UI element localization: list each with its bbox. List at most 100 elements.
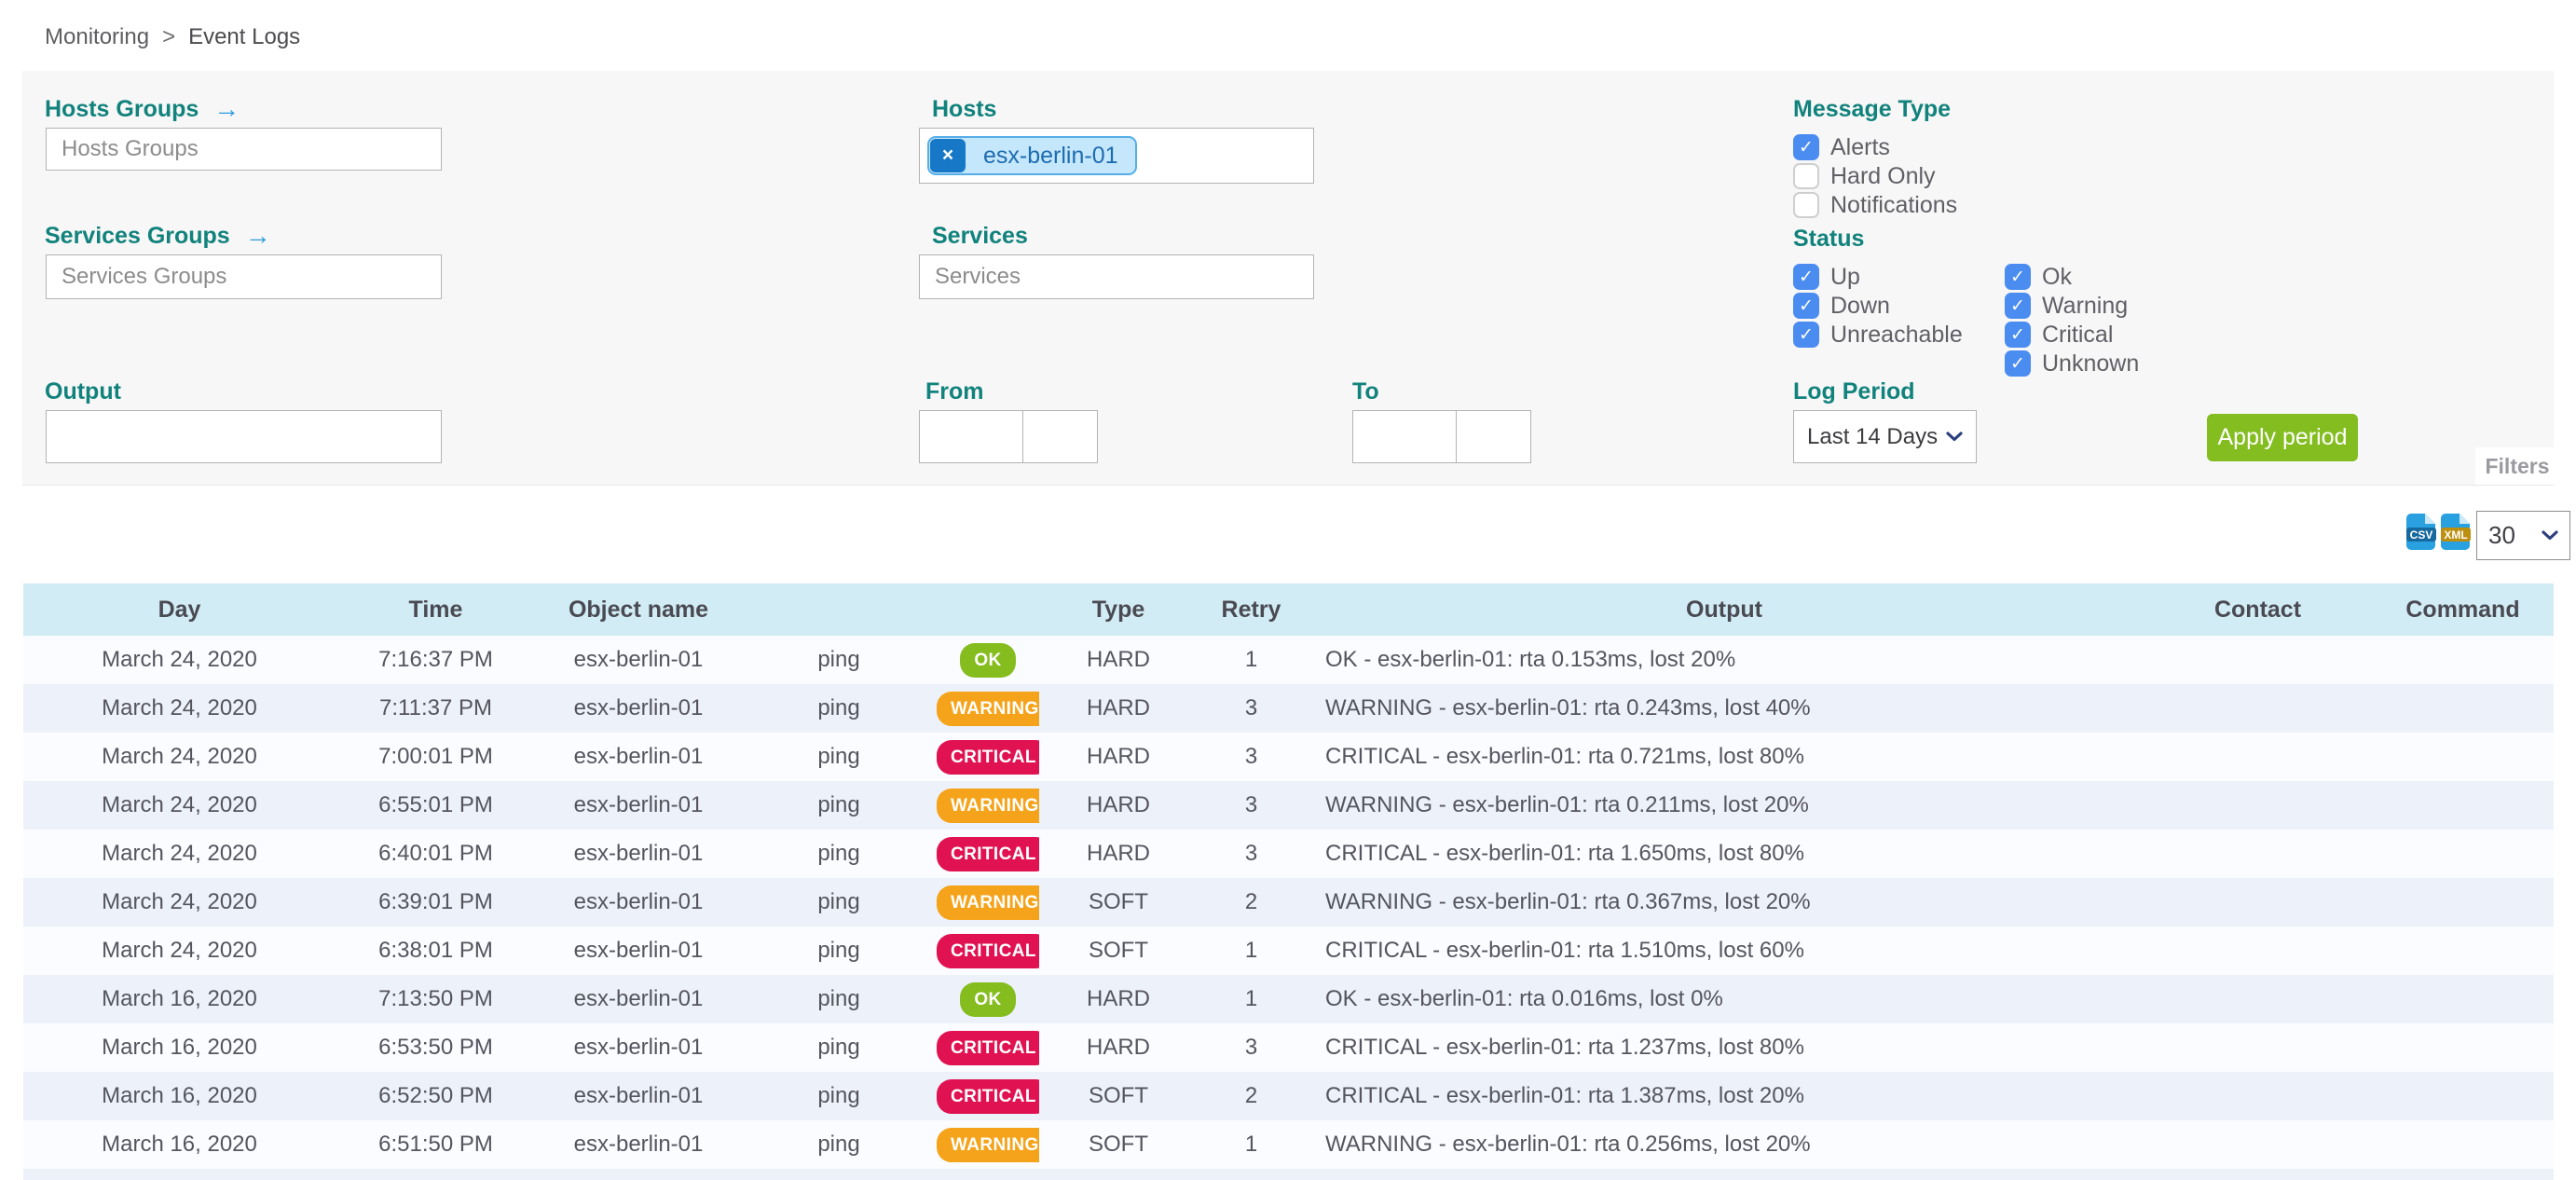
checkbox-notifications[interactable]: ✓ Notifications xyxy=(1793,192,1957,218)
type-cell: HARD xyxy=(1086,841,1150,866)
object-name-cell: esx-berlin-01 xyxy=(573,647,704,672)
checkbox-icon[interactable]: ✓ xyxy=(1793,163,1819,189)
column-header-type: Type xyxy=(1039,583,1198,636)
event-row: March 24, 2020 7:00:01 PM esx-berlin-01 … xyxy=(23,733,2554,781)
checkbox-icon[interactable]: ✓ xyxy=(1793,293,1819,319)
output-cell: WARNING - esx-berlin-01: rta 0.367ms, lo… xyxy=(1325,889,1811,914)
status-cell: OK xyxy=(937,975,1039,1023)
hosts-groups-input[interactable] xyxy=(46,128,442,171)
to-time-input[interactable] xyxy=(1456,410,1531,463)
svg-text:CSV: CSV xyxy=(2410,528,2433,542)
checkbox-ok[interactable]: ✓ Ok xyxy=(2005,264,2072,290)
event-row: March 24, 2020 6:55:01 PM esx-berlin-01 … xyxy=(23,781,2554,830)
contact-cell xyxy=(2144,926,2372,975)
output-cell: OK - esx-berlin-01: rta 0.153ms, lost 20… xyxy=(1325,647,1736,672)
apply-period-button[interactable]: Apply period xyxy=(2207,414,2358,461)
message-type-label: Message Type xyxy=(1793,96,1952,122)
output-cell: CRITICAL - esx-berlin-01: rta 1.650ms, l… xyxy=(1325,841,1804,866)
remove-tag-icon[interactable]: × xyxy=(930,139,966,172)
checkbox-hard-only[interactable]: ✓ Hard Only xyxy=(1793,163,1936,189)
column-header-status xyxy=(937,583,1039,636)
from-date-input[interactable] xyxy=(919,410,1023,463)
retry-cell: 3 xyxy=(1244,744,1258,769)
from-time-input[interactable] xyxy=(1022,410,1098,463)
checkbox-icon[interactable]: ✓ xyxy=(2005,350,2031,377)
status-badge: CRITICAL xyxy=(937,1030,1039,1065)
service-cell: ping xyxy=(817,792,860,817)
day-cell: March 24, 2020 xyxy=(102,889,257,914)
filter-panel: Hosts Groups → Services Groups → Output … xyxy=(22,71,2559,486)
checkbox-up[interactable]: ✓ Up xyxy=(1793,264,1860,290)
type-cell: HARD xyxy=(1086,695,1150,720)
to-label: To xyxy=(1352,378,1379,405)
checkbox-unknown[interactable]: ✓ Unknown xyxy=(2005,350,2139,377)
day-cell: March 24, 2020 xyxy=(102,938,257,963)
status-cell: WARNING xyxy=(937,878,1039,926)
retry-cell: 1 xyxy=(1244,1132,1258,1157)
column-header-service xyxy=(741,583,937,636)
checkbox-critical[interactable]: ✓ Critical xyxy=(2005,322,2113,348)
checkbox-icon[interactable]: ✓ xyxy=(2005,322,2031,348)
service-cell: ping xyxy=(817,841,860,866)
log-period-label: Log Period xyxy=(1793,378,1915,405)
contact-cell xyxy=(2144,1072,2372,1120)
time-cell: 6:53:50 PM xyxy=(378,1035,493,1060)
page-size-select[interactable]: 30 xyxy=(2476,511,2570,560)
export-csv-icon[interactable]: CSV xyxy=(2405,513,2437,551)
object-name-cell: esx-berlin-01 xyxy=(573,841,704,866)
checkbox-warning[interactable]: ✓ Warning xyxy=(2005,293,2128,319)
day-cell: March 24, 2020 xyxy=(102,744,257,769)
hosts-groups-arrow-icon[interactable]: → xyxy=(213,94,240,123)
services-groups-arrow-icon[interactable]: → xyxy=(244,221,271,250)
checkbox-icon[interactable]: ✓ xyxy=(1793,134,1819,160)
service-cell: ping xyxy=(817,744,860,769)
contact-cell xyxy=(2144,878,2372,926)
breadcrumb-monitoring[interactable]: Monitoring xyxy=(45,24,150,49)
command-cell xyxy=(2372,878,2554,926)
checkbox-icon[interactable]: ✓ xyxy=(2005,293,2031,319)
hosts-groups-label: Hosts Groups → xyxy=(45,94,240,123)
output-cell: OK - esx-berlin-01: rta 0.016ms, lost 0% xyxy=(1325,986,1723,1011)
service-cell: ping xyxy=(817,1083,860,1108)
filters-tab[interactable]: Filters xyxy=(2475,447,2559,485)
day-cell: March 24, 2020 xyxy=(102,647,257,672)
from-label: From xyxy=(925,378,984,405)
column-header-contact: Contact xyxy=(2144,583,2372,636)
retry-cell: 3 xyxy=(1244,841,1258,866)
retry-cell: 3 xyxy=(1244,1035,1258,1060)
event-row: March 24, 2020 6:38:01 PM esx-berlin-01 … xyxy=(23,926,2554,975)
event-row: March 24, 2020 7:11:37 PM esx-berlin-01 … xyxy=(23,684,2554,733)
checkbox-alerts[interactable]: ✓ Alerts xyxy=(1793,134,1890,160)
log-period-select[interactable]: Last 14 Days xyxy=(1793,410,1977,463)
service-cell: ping xyxy=(817,938,860,963)
checkbox-icon[interactable]: ✓ xyxy=(2005,264,2031,290)
status-badge: WARNING xyxy=(937,788,1039,823)
checkbox-icon[interactable]: ✓ xyxy=(1793,264,1819,290)
service-cell: ping xyxy=(817,889,860,914)
column-header-day: Day xyxy=(23,583,336,636)
export-xml-icon[interactable]: XML xyxy=(2440,513,2472,551)
day-cell: March 24, 2020 xyxy=(102,792,257,817)
event-row: March 24, 2020 6:39:01 PM esx-berlin-01 … xyxy=(23,878,2554,926)
checkbox-down[interactable]: ✓ Down xyxy=(1793,293,1890,319)
status-cell: CRITICAL xyxy=(937,1023,1039,1072)
services-groups-input[interactable] xyxy=(46,254,442,299)
host-tag: × esx-berlin-01 xyxy=(927,136,1137,175)
contact-cell xyxy=(2144,781,2372,830)
output-input[interactable] xyxy=(46,410,442,463)
command-cell xyxy=(2372,1072,2554,1120)
output-cell: WARNING - esx-berlin-01: rta 0.256ms, lo… xyxy=(1325,1132,1811,1157)
services-input[interactable] xyxy=(919,254,1314,299)
hosts-input[interactable]: × esx-berlin-01 xyxy=(919,128,1314,184)
checkbox-icon[interactable]: ✓ xyxy=(1793,322,1819,348)
contact-cell xyxy=(2144,636,2372,684)
checkbox-unreachable[interactable]: ✓ Unreachable xyxy=(1793,322,1963,348)
retry-cell: 2 xyxy=(1244,1083,1258,1108)
event-row: March 16, 2020 6:53:50 PM esx-berlin-01 … xyxy=(23,1023,2554,1072)
checkbox-icon[interactable]: ✓ xyxy=(1793,192,1819,218)
output-cell: WARNING - esx-berlin-01: rta 0.211ms, lo… xyxy=(1325,792,1809,817)
time-cell: 6:38:01 PM xyxy=(378,938,493,963)
event-row: March 16, 2020 7:13:50 PM esx-berlin-01 … xyxy=(23,975,2554,1023)
to-date-input[interactable] xyxy=(1352,410,1457,463)
command-cell xyxy=(2372,1120,2554,1169)
